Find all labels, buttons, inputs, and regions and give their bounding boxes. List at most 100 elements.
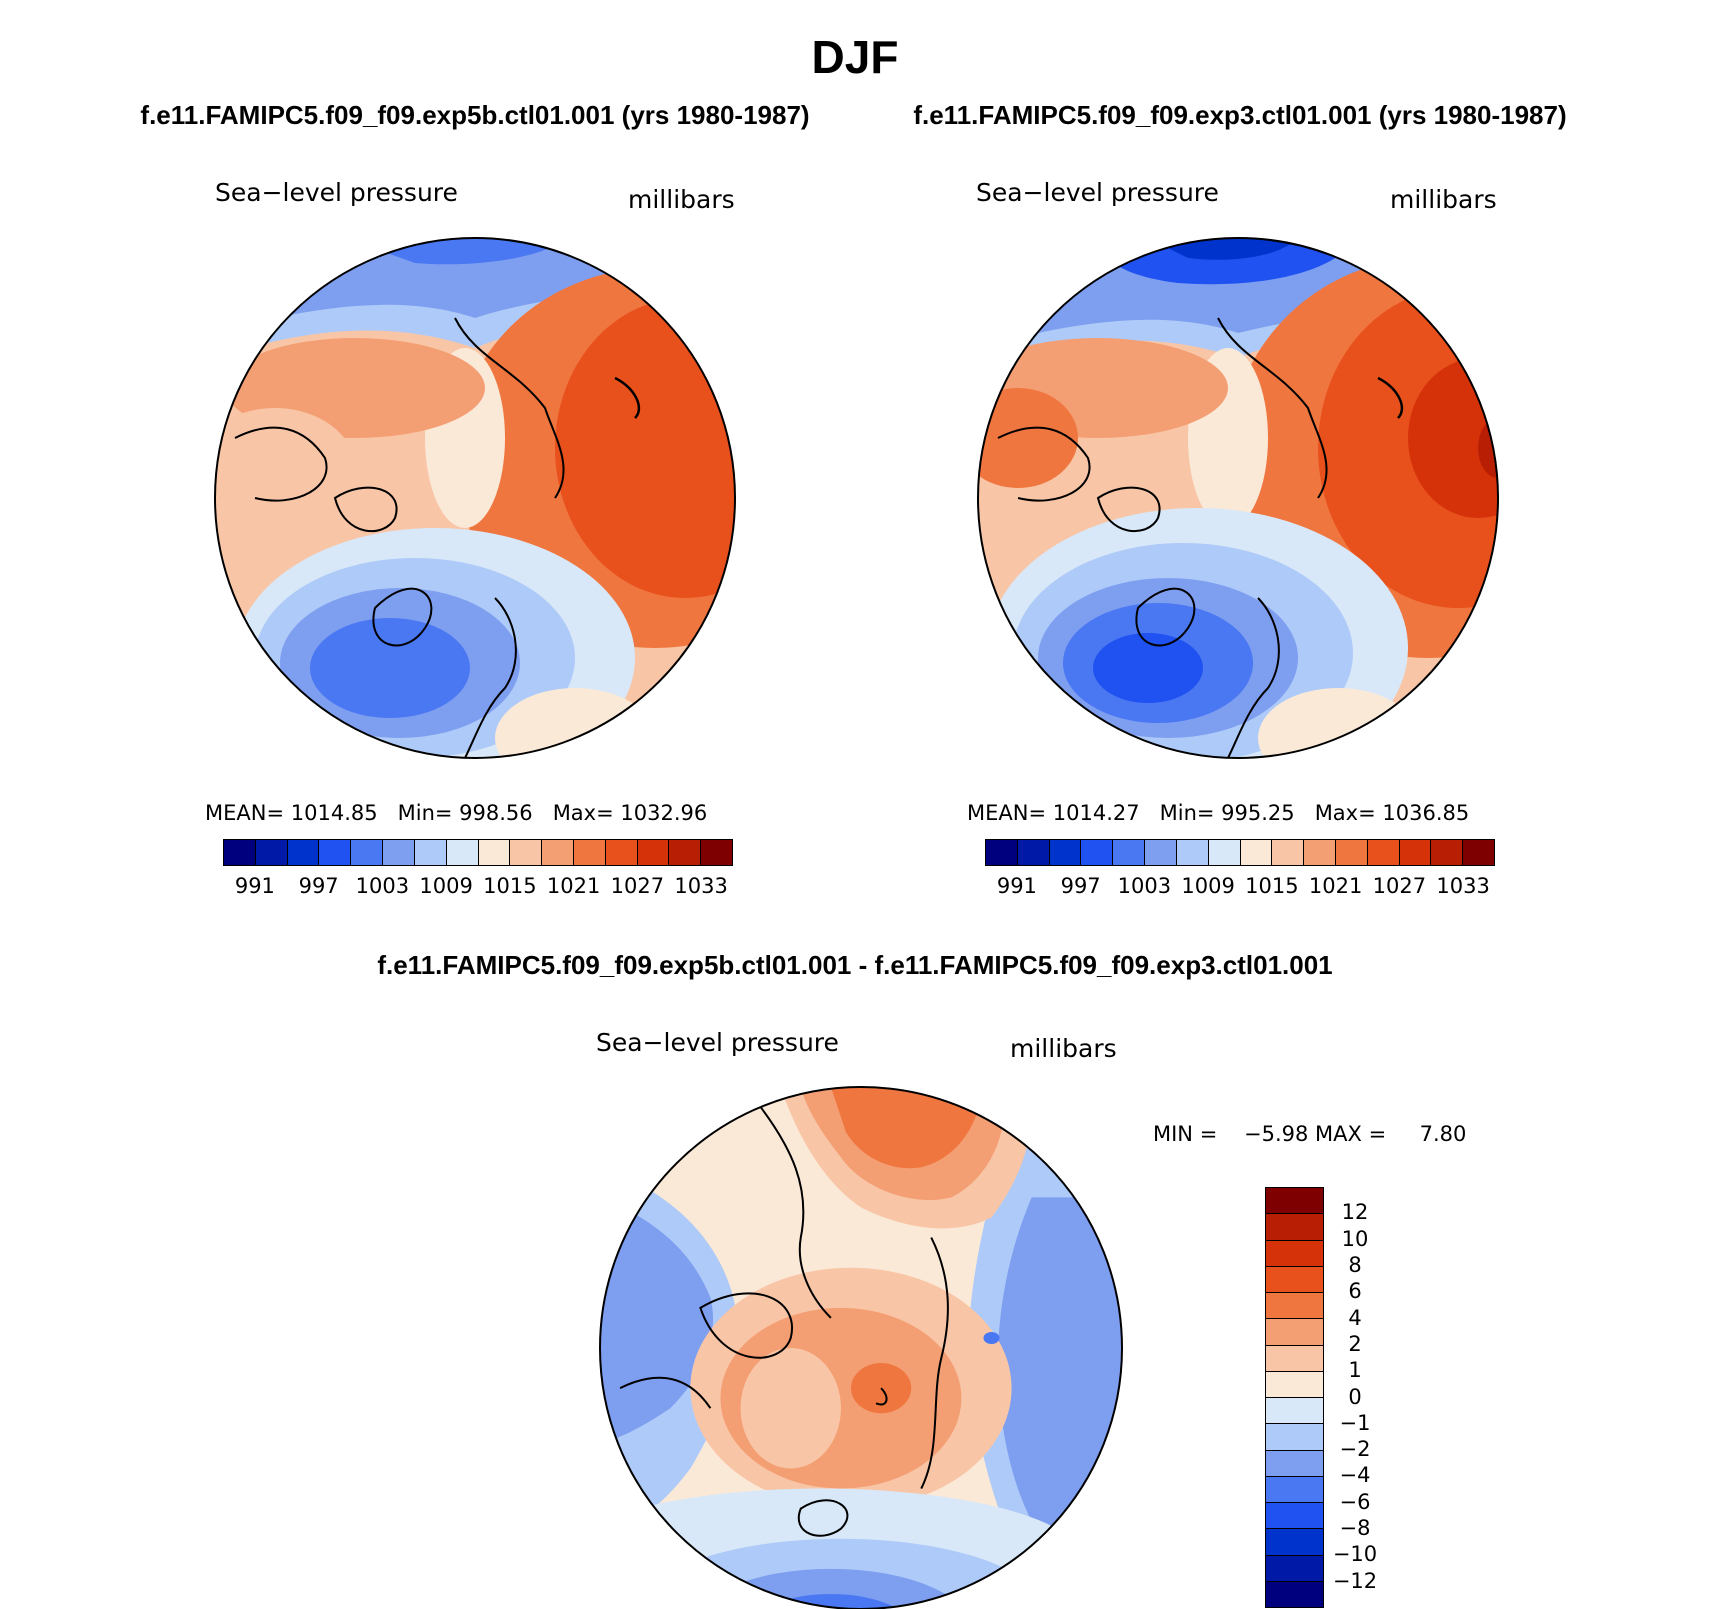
diff-colorbar-tick-label: 12 <box>1341 1200 1369 1225</box>
cb1-swatch <box>446 840 479 865</box>
diff-colorbar-tick-label: 10 <box>1341 1226 1369 1251</box>
panel3-variable: Sea−level pressure <box>596 1028 839 1057</box>
panel2-min-label: Min= <box>1159 801 1215 825</box>
diff-colorbar-swatch <box>1266 1345 1323 1372</box>
panel3-min-value: −5.98 <box>1244 1122 1309 1146</box>
cb1-swatch <box>255 840 288 865</box>
panel2-polar-map <box>977 237 1499 759</box>
panel3-min-label: MIN = <box>1153 1122 1218 1146</box>
diff-colorbar-swatch <box>1266 1476 1323 1503</box>
diff-colorbar-swatch <box>1266 1371 1323 1398</box>
cb2-swatch <box>1176 840 1209 865</box>
cb2-swatch <box>1304 840 1336 865</box>
diff-colorbar-tick-label: 0 <box>1348 1384 1362 1409</box>
panel1-max-label: Max= <box>552 801 614 825</box>
colorbar-tick-label: 1027 <box>610 874 665 898</box>
colorbar-tick-label: 1009 <box>1181 874 1235 898</box>
panel1-variable: Sea−level pressure <box>215 178 458 207</box>
diff-colorbar <box>1265 1187 1324 1608</box>
diff-colorbar-swatch <box>1266 1581 1323 1607</box>
panel2-min-value: 995.25 <box>1221 801 1295 825</box>
colorbar-tick-label: 1009 <box>419 874 473 898</box>
diff-colorbar-tick-label: 4 <box>1348 1305 1362 1330</box>
diff-colorbar-swatch <box>1266 1398 1323 1425</box>
panel3-max-label: MAX = <box>1315 1122 1387 1146</box>
colorbar-tick-label: 997 <box>1060 874 1101 898</box>
cb2-swatch <box>1367 840 1400 865</box>
colorbar-tick-label: 991 <box>996 874 1037 898</box>
cb1-swatch <box>351 840 384 865</box>
cb2-swatch <box>1113 840 1146 865</box>
cb2-swatch <box>1145 840 1177 865</box>
cb1-swatch <box>319 840 352 865</box>
cb2-swatch <box>1463 840 1494 865</box>
cb1-swatch <box>510 840 543 865</box>
panel2-mean-value: 1014.27 <box>1052 801 1140 825</box>
panel1-min-label: Min= <box>397 801 453 825</box>
cb2-swatch <box>1335 840 1368 865</box>
cb2-swatch <box>1399 840 1432 865</box>
diff-colorbar-tick-label: −8 <box>1339 1516 1371 1541</box>
diff-colorbar-tick-label: −4 <box>1339 1463 1371 1488</box>
cb1-swatch <box>478 840 511 865</box>
colorbar-tick-label: 1021 <box>1308 874 1363 898</box>
panel1-polar-map <box>214 237 736 759</box>
diff-colorbar-swatch <box>1266 1240 1323 1267</box>
diff-colorbar-swatch <box>1266 1188 1323 1215</box>
diff-colorbar-swatch <box>1266 1555 1323 1582</box>
cb1-swatch <box>669 840 702 865</box>
panel1-min-value: 998.56 <box>459 801 533 825</box>
cb1-swatch <box>287 840 320 865</box>
panel2-units: millibars <box>1390 185 1497 214</box>
cb1-swatch <box>542 840 574 865</box>
panel2-mean-label: MEAN= <box>967 801 1047 825</box>
cb1-swatch <box>637 840 670 865</box>
diff-colorbar-tick-label: −10 <box>1332 1542 1378 1567</box>
colorbar-tick-label: 1033 <box>1436 874 1490 898</box>
diff-colorbar-tick-label: 2 <box>1348 1331 1362 1356</box>
cb2-swatch <box>1081 840 1114 865</box>
panel2-variable: Sea−level pressure <box>976 178 1219 207</box>
diff-colorbar-swatch <box>1266 1319 1323 1346</box>
panel1-colorbar <box>223 839 733 866</box>
panel2-stats: MEAN= 1014.27 Min= 995.25 Max= 1036.85 <box>967 801 1469 825</box>
diff-colorbar-tick-label: 1 <box>1348 1358 1362 1383</box>
panel3-stats: MIN = −5.98 MAX = 7.80 <box>1153 1122 1466 1146</box>
case-a-title: f.e11.FAMIPC5.f09_f09.exp5b.ctl01.001 (y… <box>140 100 810 130</box>
cb2-swatch <box>1272 840 1305 865</box>
diff-colorbar-tick-label: −12 <box>1332 1568 1378 1593</box>
colorbar-tick-label: 1027 <box>1372 874 1427 898</box>
diff-colorbar-tick-label: 6 <box>1348 1279 1362 1304</box>
diff-colorbar-tick-label: −2 <box>1339 1437 1371 1462</box>
cb2-swatch <box>1240 840 1273 865</box>
panel1-max-value: 1032.96 <box>620 801 708 825</box>
case-b-title: f.e11.FAMIPC5.f09_f09.exp3.ctl01.001 (yr… <box>913 100 1567 130</box>
colorbar-tick-label: 991 <box>234 874 275 898</box>
panel2-max-label: Max= <box>1314 801 1376 825</box>
diff-colorbar-tick-label: −6 <box>1339 1489 1371 1514</box>
diff-colorbar-swatch <box>1266 1529 1323 1556</box>
panel3-units: millibars <box>1010 1034 1117 1063</box>
season-title: DJF <box>811 31 899 83</box>
diff-colorbar-swatch <box>1266 1214 1323 1241</box>
colorbar-tick-label: 1033 <box>674 874 728 898</box>
diff-colorbar-swatch <box>1266 1503 1323 1530</box>
cb2-swatch <box>1431 840 1464 865</box>
diff-colorbar-tick-label: 8 <box>1348 1252 1362 1277</box>
cb1-swatch <box>414 840 447 865</box>
colorbar-tick-label: 1003 <box>355 874 410 898</box>
cb1-swatch <box>573 840 606 865</box>
panel2-colorbar <box>985 839 1495 866</box>
diff-colorbar-tick-label: −1 <box>1339 1410 1371 1435</box>
panel1-units: millibars <box>628 185 735 214</box>
panel1-mean-value: 1014.85 <box>290 801 378 825</box>
diff-colorbar-swatch <box>1266 1266 1323 1293</box>
cb2-swatch <box>1208 840 1241 865</box>
cb1-swatch <box>605 840 638 865</box>
colorbar-tick-label: 1003 <box>1117 874 1172 898</box>
panel1-stats: MEAN= 1014.85 Min= 998.56 Max= 1032.96 <box>205 801 707 825</box>
diff-colorbar-swatch <box>1266 1424 1323 1451</box>
diff-title: f.e11.FAMIPC5.f09_f09.exp5b.ctl01.001 - … <box>377 950 1333 980</box>
diff-colorbar-swatch <box>1266 1450 1323 1477</box>
